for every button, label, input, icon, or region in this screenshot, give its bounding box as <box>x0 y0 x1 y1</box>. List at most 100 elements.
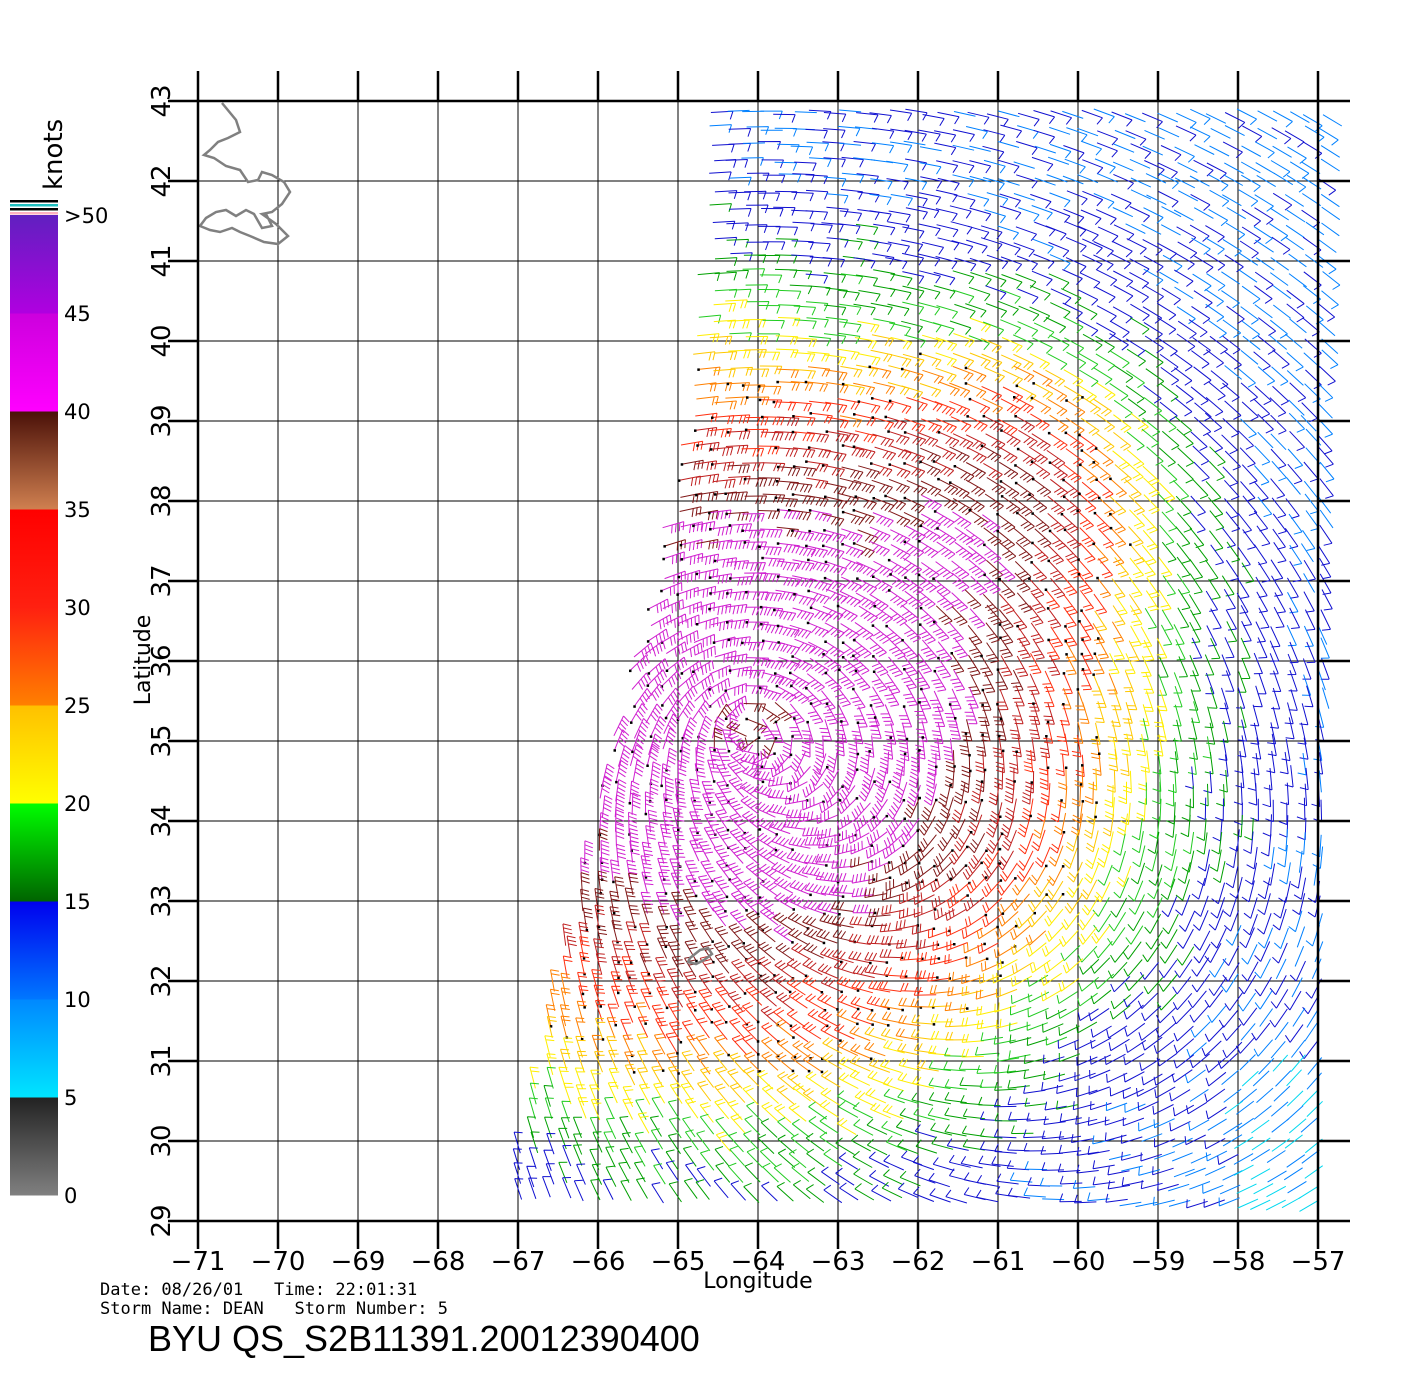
wind-barb <box>1177 512 1193 533</box>
wind-barb <box>882 1104 904 1120</box>
wind-barb <box>1147 831 1160 855</box>
wind-barb <box>1189 573 1203 595</box>
wind-barb <box>1240 637 1251 659</box>
wind-barb <box>1286 624 1297 647</box>
rain-flag <box>853 638 856 642</box>
wind-barb <box>1124 113 1146 123</box>
wind-barb <box>788 836 811 849</box>
wind-barb <box>937 177 960 191</box>
wind-barb <box>983 159 1006 174</box>
wind-barb <box>1057 1163 1081 1173</box>
wind-barb <box>633 718 650 739</box>
wind-barb <box>1016 512 1035 532</box>
wind-barb <box>888 430 910 446</box>
wind-barb <box>1190 108 1211 125</box>
wind-barb <box>1285 224 1305 239</box>
wind-barb <box>768 803 791 817</box>
wind-barb <box>823 272 847 283</box>
wind-barb <box>1033 110 1055 125</box>
wind-barb <box>837 398 860 411</box>
wind-barb <box>573 1133 583 1155</box>
wind-barb <box>1161 430 1180 451</box>
wind-barb <box>1108 911 1127 932</box>
wind-barb <box>1045 1008 1067 1020</box>
wind-barb <box>713 1049 728 1071</box>
wind-barb <box>685 1162 699 1183</box>
rain-flag <box>804 380 808 384</box>
wind-barb <box>1132 845 1146 868</box>
wind-barb <box>928 1077 951 1090</box>
wind-barb <box>672 807 685 830</box>
wind-barb <box>1104 1053 1126 1066</box>
wind-barb <box>1049 207 1071 223</box>
rain-flag <box>916 829 919 832</box>
wind-barb <box>1192 445 1210 466</box>
wind-barb <box>809 157 832 168</box>
wind-barb <box>713 478 736 489</box>
wind-barb <box>637 941 650 963</box>
wind-barb <box>1301 402 1318 423</box>
wind-barb <box>1005 767 1015 791</box>
wind-barb <box>798 811 822 823</box>
wind-barb <box>1031 397 1052 415</box>
wind-barb <box>615 823 625 846</box>
wind-barb <box>696 491 719 502</box>
wind-barb <box>694 427 718 438</box>
wind-barb <box>927 1045 951 1056</box>
wind-barb <box>1009 1172 1033 1183</box>
wind-barb <box>558 1161 568 1183</box>
wind-barb <box>631 792 641 815</box>
wind-barb <box>1239 1088 1258 1104</box>
wind-barb <box>789 284 813 295</box>
wind-barb <box>622 1034 634 1056</box>
wind-barb <box>1141 556 1156 578</box>
wind-barb <box>512 1148 522 1170</box>
wind-barb <box>1081 449 1100 469</box>
wind-barb <box>1040 1146 1063 1155</box>
rain-flag <box>583 972 586 976</box>
wind-barb <box>808 335 832 347</box>
rain-flag <box>902 799 906 802</box>
wind-barb <box>1233 1164 1254 1176</box>
wind-barb <box>1284 194 1304 207</box>
rain-flag <box>745 591 748 594</box>
rain-flag <box>775 684 779 688</box>
wind-barb <box>1204 752 1214 775</box>
wind-barb <box>1123 717 1134 740</box>
wind-barb <box>918 540 939 559</box>
rain-flag <box>728 878 731 881</box>
wind-barb <box>665 747 678 771</box>
wind-barb <box>1152 1166 1174 1176</box>
wind-barb <box>675 793 687 816</box>
wind-barb <box>1095 286 1116 304</box>
rain-flag <box>999 815 1002 818</box>
wind-barb <box>1047 384 1068 402</box>
wind-barb <box>905 207 928 220</box>
rain-flag <box>852 654 855 658</box>
wind-barb <box>918 624 936 644</box>
rain-flag <box>968 509 971 512</box>
rain-flag <box>968 754 971 757</box>
rain-flag <box>1097 637 1100 640</box>
rain-flag <box>918 540 921 543</box>
wind-barb <box>951 801 966 824</box>
rain-flag <box>774 991 777 994</box>
rain-flag <box>981 703 984 707</box>
rain-flag <box>711 416 714 419</box>
wind-barb <box>1062 110 1084 119</box>
wind-barb <box>1064 158 1086 174</box>
wind-barb <box>728 191 751 201</box>
wind-barb <box>1123 959 1143 977</box>
rain-flag <box>1013 780 1016 783</box>
wind-barb <box>1168 1183 1190 1192</box>
wind-barb <box>1122 1117 1145 1127</box>
wind-barb <box>1089 1069 1111 1079</box>
wind-barb <box>1240 161 1261 174</box>
wind-barb <box>837 492 859 506</box>
rain-flag <box>694 429 697 432</box>
rain-flag <box>677 479 681 482</box>
wind-barb <box>792 447 816 459</box>
wind-barb <box>1048 241 1070 258</box>
wind-barb <box>929 955 952 966</box>
wind-barb <box>1018 429 1038 448</box>
